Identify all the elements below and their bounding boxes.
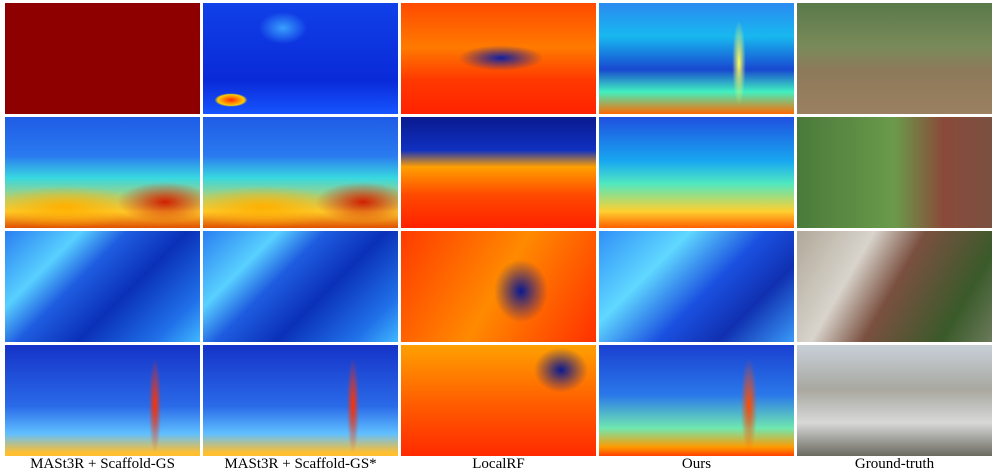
column-label: MASt3R + Scaffold-GS bbox=[30, 456, 175, 472]
depth-map bbox=[599, 345, 794, 456]
depth-map bbox=[5, 231, 200, 342]
depth-map bbox=[5, 3, 200, 114]
depth-map bbox=[5, 345, 200, 456]
depth-map bbox=[203, 345, 398, 456]
column-label: LocalRF bbox=[472, 456, 525, 472]
depth-map bbox=[599, 3, 794, 114]
depth-map bbox=[401, 345, 596, 456]
photo bbox=[797, 345, 992, 456]
depth-map bbox=[203, 3, 398, 114]
column-label: Ground-truth bbox=[854, 456, 935, 472]
photo bbox=[797, 117, 992, 228]
column-labels: MASt3R + Scaffold-GS MASt3R + Scaffold-G… bbox=[5, 455, 992, 473]
column-label: MASt3R + Scaffold-GS* bbox=[224, 456, 377, 472]
depth-map bbox=[401, 117, 596, 228]
depth-map bbox=[401, 3, 596, 114]
column-label: Ours bbox=[681, 456, 712, 472]
image-grid bbox=[5, 3, 992, 456]
photo bbox=[797, 3, 992, 114]
depth-map bbox=[203, 117, 398, 228]
depth-map bbox=[5, 117, 200, 228]
depth-map bbox=[203, 231, 398, 342]
depth-map bbox=[599, 117, 794, 228]
photo bbox=[797, 231, 992, 342]
depth-map bbox=[401, 231, 596, 342]
depth-map bbox=[599, 231, 794, 342]
